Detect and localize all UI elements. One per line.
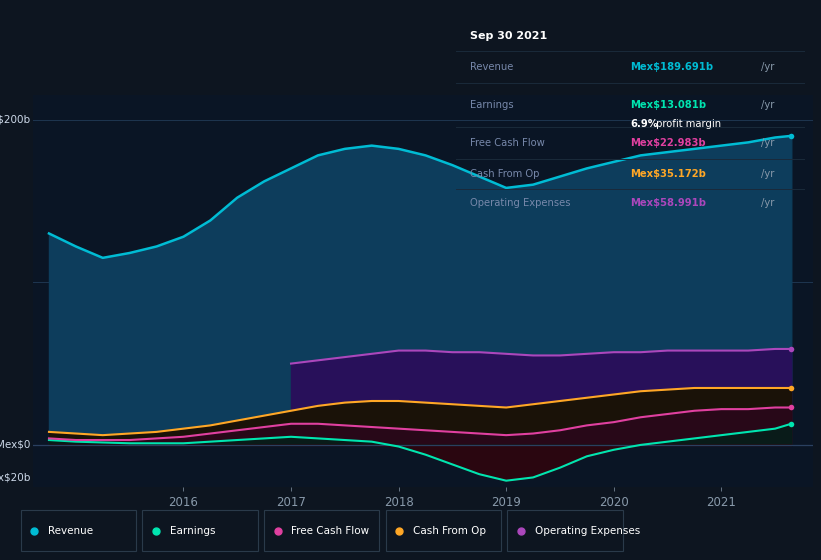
Text: /yr: /yr (761, 169, 774, 179)
Text: profit margin: profit margin (653, 119, 721, 129)
Text: /yr: /yr (761, 198, 774, 208)
Text: Free Cash Flow: Free Cash Flow (291, 526, 369, 535)
Text: Sep 30 2021: Sep 30 2021 (470, 31, 547, 40)
Text: 6.9%: 6.9% (631, 119, 658, 129)
Text: Mex$189.691b: Mex$189.691b (631, 62, 713, 72)
FancyBboxPatch shape (21, 510, 136, 552)
FancyBboxPatch shape (264, 510, 379, 552)
Text: Operating Expenses: Operating Expenses (470, 198, 570, 208)
Text: -Mex$20b: -Mex$20b (0, 473, 30, 483)
Text: Free Cash Flow: Free Cash Flow (470, 138, 544, 148)
Text: Mex$58.991b: Mex$58.991b (631, 198, 706, 208)
Text: Mex$200b: Mex$200b (0, 115, 30, 124)
Text: Mex$13.081b: Mex$13.081b (631, 100, 706, 110)
Text: Mex$22.983b: Mex$22.983b (631, 138, 706, 148)
Text: Cash From Op: Cash From Op (470, 169, 539, 179)
Text: /yr: /yr (761, 100, 774, 110)
Text: Operating Expenses: Operating Expenses (534, 526, 640, 535)
Text: Mex$35.172b: Mex$35.172b (631, 169, 706, 179)
Text: Mex$0: Mex$0 (0, 440, 30, 450)
Text: Earnings: Earnings (170, 526, 215, 535)
Text: /yr: /yr (761, 138, 774, 148)
Text: Revenue: Revenue (48, 526, 93, 535)
FancyBboxPatch shape (386, 510, 501, 552)
Text: /yr: /yr (761, 62, 774, 72)
Text: Cash From Op: Cash From Op (413, 526, 486, 535)
FancyBboxPatch shape (507, 510, 622, 552)
Text: Revenue: Revenue (470, 62, 513, 72)
Text: Earnings: Earnings (470, 100, 513, 110)
FancyBboxPatch shape (142, 510, 258, 552)
